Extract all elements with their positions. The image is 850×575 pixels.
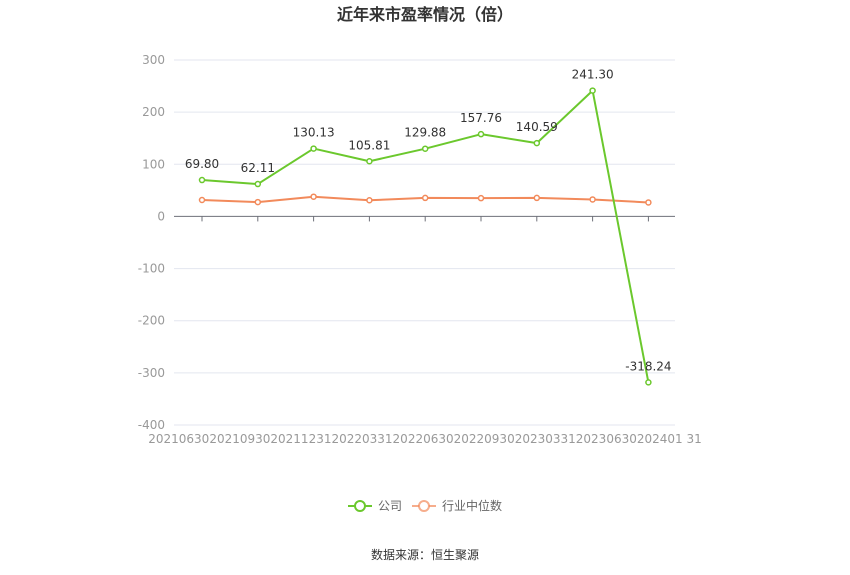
chart-title: 近年来市盈率情况（倍） [337,5,513,24]
legend-label: 公司 [378,499,402,513]
data-label: 140.59 [516,120,558,134]
data-label: 130.13 [293,126,335,140]
y-axis: 300 200 100 0 -100 -200 -300 -400 [138,53,165,432]
data-point[interactable] [645,199,652,206]
legend-item-company[interactable]: 公司 [348,499,402,513]
y-tick-label: -300 [138,366,165,380]
source-note: 数据来源：恒生聚源 [371,547,479,562]
x-axis: 2021063020210930202112312022033120220630… [148,215,702,446]
y-tick-label: 300 [142,53,165,67]
data-point[interactable] [366,197,373,204]
data-point[interactable] [589,87,596,94]
grid-lines [174,59,675,426]
data-point[interactable] [198,196,206,204]
y-tick-label: 100 [142,157,165,171]
legend: 公司 行业中位数 [348,498,502,513]
data-point[interactable] [589,196,596,203]
y-tick-label: -400 [138,418,165,432]
data-point[interactable] [477,194,485,202]
data-point[interactable] [254,198,262,206]
data-label: 62.11 [241,161,275,175]
data-label: 129.88 [404,126,446,140]
data-point[interactable] [533,139,541,147]
data-label: 69.80 [185,157,219,171]
legend-swatch-marker [418,500,430,512]
data-label: 241.30 [572,68,614,82]
data-point[interactable] [421,194,429,202]
data-point[interactable] [254,180,262,188]
data-point[interactable] [533,194,541,202]
y-tick-label: 0 [157,209,165,223]
data-point[interactable] [366,158,373,165]
series-company: 69.80 62.11 130.13 105.81 129.88 157.76 140.59… [185,68,672,386]
legend-label: 行业中位数 [442,498,502,513]
y-tick-label: -100 [138,262,165,276]
y-tick-label: 200 [142,105,165,119]
y-tick-label: -200 [138,314,165,328]
x-tick-labels: 2021063020210930202112312022033120220630… [148,432,702,446]
legend-item-industry-median[interactable]: 行业中位数 [412,498,502,513]
series-industry-median [198,193,652,206]
data-point[interactable] [310,193,317,200]
legend-swatch-marker [354,500,366,512]
data-point[interactable] [310,145,317,152]
data-point[interactable] [477,130,485,138]
data-point[interactable] [421,145,429,152]
series-layer: 69.80 62.11 130.13 105.81 129.88 157.76 140.59… [185,68,672,386]
data-label: -318.24 [625,359,671,373]
data-label: 157.76 [460,111,502,125]
data-label: 105.81 [348,138,390,152]
data-point[interactable] [198,176,206,184]
data-point[interactable] [645,379,652,386]
